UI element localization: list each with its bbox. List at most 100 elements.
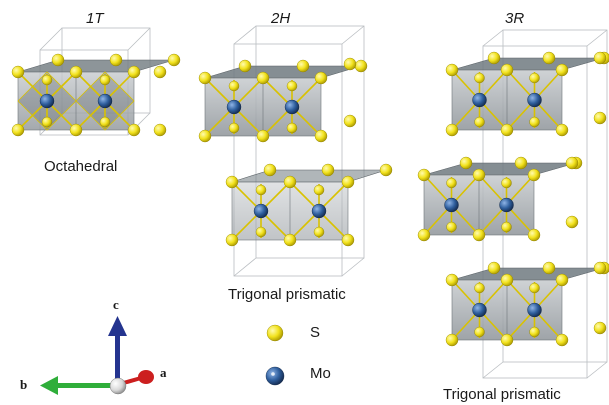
sulfur-atom <box>198 71 212 85</box>
unit-cell-edge <box>39 27 63 51</box>
sulfur-atom <box>341 233 355 247</box>
sulfur-atom <box>445 123 459 137</box>
molybdenum-atom <box>499 197 514 213</box>
molybdenum-highlight <box>271 372 275 376</box>
sulfur-atom <box>69 123 83 137</box>
sulfur-atom <box>500 333 514 347</box>
sulfur-atom <box>555 63 569 77</box>
axes-triad <box>40 316 154 395</box>
polyhedron-top-face <box>204 65 362 79</box>
sulfur-atom <box>445 63 459 77</box>
sulfur-atom <box>263 163 277 177</box>
sulfur-atom <box>266 324 284 342</box>
molybdenum-atom <box>472 92 487 108</box>
title-2h: 2H <box>271 10 291 27</box>
sulfur-atom <box>99 74 111 86</box>
unit-cell-edge <box>233 257 257 277</box>
sulfur-atom <box>296 59 310 73</box>
sulfur-atom <box>198 129 212 143</box>
sulfur-atom <box>529 326 540 338</box>
molybdenum-atom <box>527 302 542 318</box>
caption-1t: Octahedral <box>44 158 118 175</box>
sulfur-atom <box>472 228 486 242</box>
sulfur-atom <box>51 53 65 67</box>
sulfur-atom <box>542 261 556 275</box>
molybdenum-atom <box>284 99 300 115</box>
sulfur-atom <box>343 57 357 71</box>
unit-cell-edge <box>341 257 365 277</box>
molybdenum-atom <box>472 302 487 318</box>
sulfur-atom <box>445 273 459 287</box>
sulfur-atom <box>500 123 514 137</box>
polyhedron-top-face <box>451 57 605 71</box>
title-3r: 3R <box>505 10 525 27</box>
legend-atoms <box>265 324 285 386</box>
molybdenum-atom <box>253 203 269 219</box>
molybdenum-atom <box>97 93 113 109</box>
sulfur-atom <box>565 215 579 229</box>
sulfur-atom <box>565 156 579 170</box>
sulfur-atom <box>256 71 270 85</box>
sulfur-atom <box>354 59 368 73</box>
title-1t: 1T <box>86 10 104 27</box>
unit-cell-edge <box>586 361 608 379</box>
sulfur-atom <box>167 53 181 67</box>
unit-cell-edge <box>127 27 151 51</box>
caption-2h: Trigonal prismatic <box>228 286 346 303</box>
sulfur-atom <box>314 71 328 85</box>
unit-cell-edge <box>586 29 608 47</box>
sulfur-atom <box>487 51 501 65</box>
sulfur-atom <box>11 123 25 137</box>
sulfur-atom <box>529 282 540 294</box>
polyhedron-top-face <box>451 267 605 281</box>
sulfur-atom <box>487 261 501 275</box>
axis-a-arrowhead <box>138 370 154 384</box>
sulfur-atom <box>286 122 298 134</box>
sulfur-atom <box>283 233 297 247</box>
axes-origin-sphere <box>109 377 127 395</box>
axis-label-c: c <box>113 297 119 312</box>
sulfur-atom <box>555 273 569 287</box>
unit-cell-edge <box>482 29 504 47</box>
sulfur-atom <box>153 123 167 137</box>
sulfur-atom <box>500 63 514 77</box>
axis-b-shaft <box>58 383 116 388</box>
legend-label-mo: Mo <box>310 365 331 382</box>
molybdenum-atom <box>39 93 55 109</box>
polyhedron-top-face <box>17 59 175 73</box>
sulfur-atom <box>225 233 239 247</box>
sulfur-atom <box>314 129 328 143</box>
sulfur-atom <box>109 53 123 67</box>
sulfur-atom <box>127 123 141 137</box>
sulfur-atom <box>555 333 569 347</box>
structure-2h-trigonal-prismatic <box>198 25 393 277</box>
sulfur-atom <box>555 123 569 137</box>
structure-3r-trigonal-prismatic <box>417 29 609 379</box>
sulfur-atom <box>501 177 512 189</box>
sulfur-atom <box>459 156 473 170</box>
sulfur-atom <box>514 156 528 170</box>
caption-3r: Trigonal prismatic <box>443 386 561 403</box>
molybdenum-atom <box>444 197 459 213</box>
structure-1t-octahedral <box>11 27 181 137</box>
sulfur-atom <box>41 74 53 86</box>
sulfur-atom <box>343 114 357 128</box>
sulfur-atom <box>527 168 541 182</box>
sulfur-atom <box>474 116 485 128</box>
sulfur-atom <box>127 65 141 79</box>
sulfur-atom <box>593 111 607 125</box>
molybdenum-atom <box>527 92 542 108</box>
sulfur-atom <box>593 261 607 275</box>
sulfur-atom <box>321 163 335 177</box>
polyhedron-top-face <box>423 162 577 176</box>
sulfur-atom <box>500 273 514 287</box>
sulfur-atom <box>445 333 459 347</box>
sulfur-atom <box>417 168 431 182</box>
axis-c-arrowhead <box>108 316 127 336</box>
axis-b-arrowhead <box>40 376 58 395</box>
molybdenum-atom <box>311 203 327 219</box>
legend-label-s: S <box>310 324 321 341</box>
sulfur-atom <box>527 228 541 242</box>
sulfur-atom <box>593 321 607 335</box>
